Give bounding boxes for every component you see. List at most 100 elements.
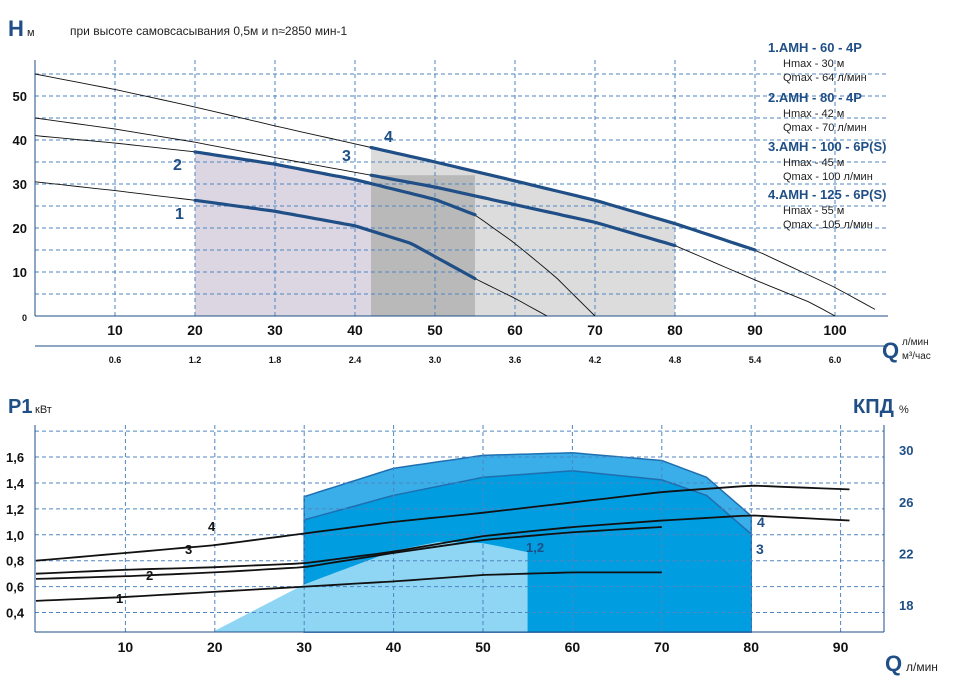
- h-tick-50: 50: [13, 89, 27, 104]
- efficiency-tick-30: 30: [899, 443, 913, 458]
- power-curve-label-4: 4: [208, 519, 216, 534]
- q-axis-title: Q: [882, 338, 899, 363]
- efficiency-area-12-tail: [527, 552, 752, 632]
- p1-axis-title: P1: [8, 396, 32, 418]
- head-curve-1: [193, 198, 477, 281]
- model-3-hmax: Hmax - 45 м: [783, 157, 844, 169]
- bottom-q-tick-20: 20: [207, 639, 223, 655]
- q-tick-90: 90: [747, 322, 763, 338]
- m3h-tick-5: 3.6: [509, 355, 522, 365]
- power-curves: [35, 484, 850, 602]
- p1-tick-0,8: 0,8: [6, 554, 24, 569]
- q-tick-60: 60: [507, 322, 523, 338]
- efficiency-label-3: 3: [756, 541, 764, 557]
- model-3-label: 3.АМН - 100 - 6Р(S): [768, 139, 886, 154]
- bottom-q-tick-40: 40: [386, 639, 402, 655]
- bottom-q-tick-60: 60: [565, 639, 581, 655]
- head-curve-3: [369, 173, 677, 248]
- h-tick-0: 0: [22, 313, 27, 323]
- efficiency-label-4: 4: [757, 514, 765, 530]
- efficiency-tick-18: 18: [899, 598, 913, 613]
- power-curve-1: [35, 571, 662, 602]
- p1-tick-1,2: 1,2: [6, 502, 24, 517]
- h-tick-20: 20: [13, 221, 27, 236]
- q-tick-20: 20: [187, 322, 203, 338]
- efficiency-axis-unit: %: [899, 404, 909, 416]
- power-chart-ticks: 10 20 30 40 50 60 70 80 90 0,4 0,6 0,8 1,0 1,2 1,4 1,6 1…: [6, 443, 913, 655]
- m3h-tick-7: 4.8: [669, 355, 682, 365]
- m3h-tick-1: 1.2: [189, 355, 202, 365]
- head-chart-grid: [34, 60, 888, 347]
- m3h-tick-4: 3.0: [429, 355, 442, 365]
- head-flow-chart: 100.6201.2301.8402.4503.0603.6704.2804.8…: [8, 16, 931, 365]
- h-axis-unit: м: [27, 27, 35, 39]
- power-chart-grid: [34, 425, 885, 633]
- h-tick-10: 10: [13, 265, 27, 280]
- m3h-tick-6: 4.2: [589, 355, 602, 365]
- head-curve-label-3: 3: [342, 148, 351, 165]
- p1-tick-1,6: 1,6: [6, 450, 24, 465]
- power-curve-2: [35, 526, 662, 580]
- power-efficiency-chart: 10 20 30 40 50 60 70 80 90 0,4 0,6 0,8 1,0 1,2 1,4 1,6 1…: [6, 396, 938, 676]
- efficiency-label-12: 1,2: [526, 540, 544, 555]
- model-1-label: 1.АМН - 60 - 4Р: [768, 40, 862, 55]
- efficiency-areas: [214, 452, 752, 633]
- power-curve-label-2: 2: [146, 568, 153, 583]
- q-axis-unit-lpm: л/мин: [902, 337, 929, 348]
- model-2-label: 2.АМН - 80 - 4Р: [768, 90, 862, 105]
- q-tick-10: 10: [107, 322, 123, 338]
- m3h-tick-9: 6.0: [829, 355, 842, 365]
- power-curve-4: [35, 484, 850, 562]
- head-curve-label-4: 4: [384, 129, 393, 146]
- model-4-qmax: Qmax - 105 л/мин: [783, 219, 873, 231]
- model-4-label: 4.АМН - 125 - 6Р(S): [768, 187, 886, 202]
- h-tick-30: 30: [13, 177, 27, 192]
- efficiency-tick-22: 22: [899, 546, 913, 561]
- head-chart-ticks: 100.6201.2301.8402.4503.0603.6704.2804.8…: [13, 89, 847, 365]
- model-1-qmax: Qmax - 64 л/мин: [783, 72, 867, 84]
- p1-tick-1,0: 1,0: [6, 528, 24, 543]
- bottom-q-axis-unit: л/мин: [906, 660, 938, 674]
- model-1-hmax: Hmax - 30 м: [783, 58, 844, 70]
- m3h-tick-2: 1.8: [269, 355, 282, 365]
- model-legend: 1.АМН - 60 - 4Р Hmax - 30 м Qmax - 64 л/…: [768, 40, 886, 231]
- head-chart-subtitle: при высоте самовсасывания 0,5м и n≈2850 …: [70, 24, 348, 38]
- model-2-hmax: Hmax - 42 м: [783, 108, 844, 120]
- efficiency-axis-title: КПД: [853, 396, 894, 418]
- model-4-hmax: Hmax - 55 м: [783, 205, 844, 217]
- q-tick-30: 30: [267, 322, 283, 338]
- q-tick-100: 100: [823, 322, 847, 338]
- bottom-q-tick-10: 10: [118, 639, 134, 655]
- range-band-overlap: [371, 175, 475, 316]
- bottom-q-axis-title: Q: [885, 651, 902, 676]
- p1-tick-0,6: 0,6: [6, 580, 24, 595]
- bottom-q-tick-90: 90: [833, 639, 849, 655]
- power-curve-3: [35, 514, 850, 575]
- power-curve-label-1: 1: [116, 591, 123, 606]
- m3h-tick-3: 2.4: [349, 355, 362, 365]
- efficiency-tick-26: 26: [899, 495, 913, 510]
- m3h-tick-8: 5.4: [749, 355, 762, 365]
- head-curve-2: [193, 150, 477, 217]
- head-curve-4: [369, 145, 757, 252]
- m3h-tick-0: 0.6: [109, 355, 122, 365]
- bottom-q-tick-80: 80: [743, 639, 759, 655]
- head-curves: [34, 73, 876, 317]
- bottom-q-tick-70: 70: [654, 639, 670, 655]
- h-axis-title: H: [8, 16, 24, 41]
- h-tick-40: 40: [13, 133, 27, 148]
- q-tick-50: 50: [427, 322, 443, 338]
- p1-tick-1,4: 1,4: [6, 476, 25, 491]
- bottom-q-tick-50: 50: [475, 639, 491, 655]
- p1-axis-unit: кВт: [35, 404, 52, 416]
- model-3-qmax: Qmax - 100 л/мин: [783, 171, 873, 183]
- head-curve-label-2: 2: [173, 157, 182, 174]
- q-tick-70: 70: [587, 322, 603, 338]
- q-axis-unit-m3h: м³/час: [902, 351, 931, 362]
- p1-tick-0,4: 0,4: [6, 606, 25, 621]
- head-curve-label-1: 1: [175, 206, 184, 223]
- q-tick-80: 80: [667, 322, 683, 338]
- power-curve-label-3: 3: [185, 542, 192, 557]
- bottom-q-tick-30: 30: [296, 639, 312, 655]
